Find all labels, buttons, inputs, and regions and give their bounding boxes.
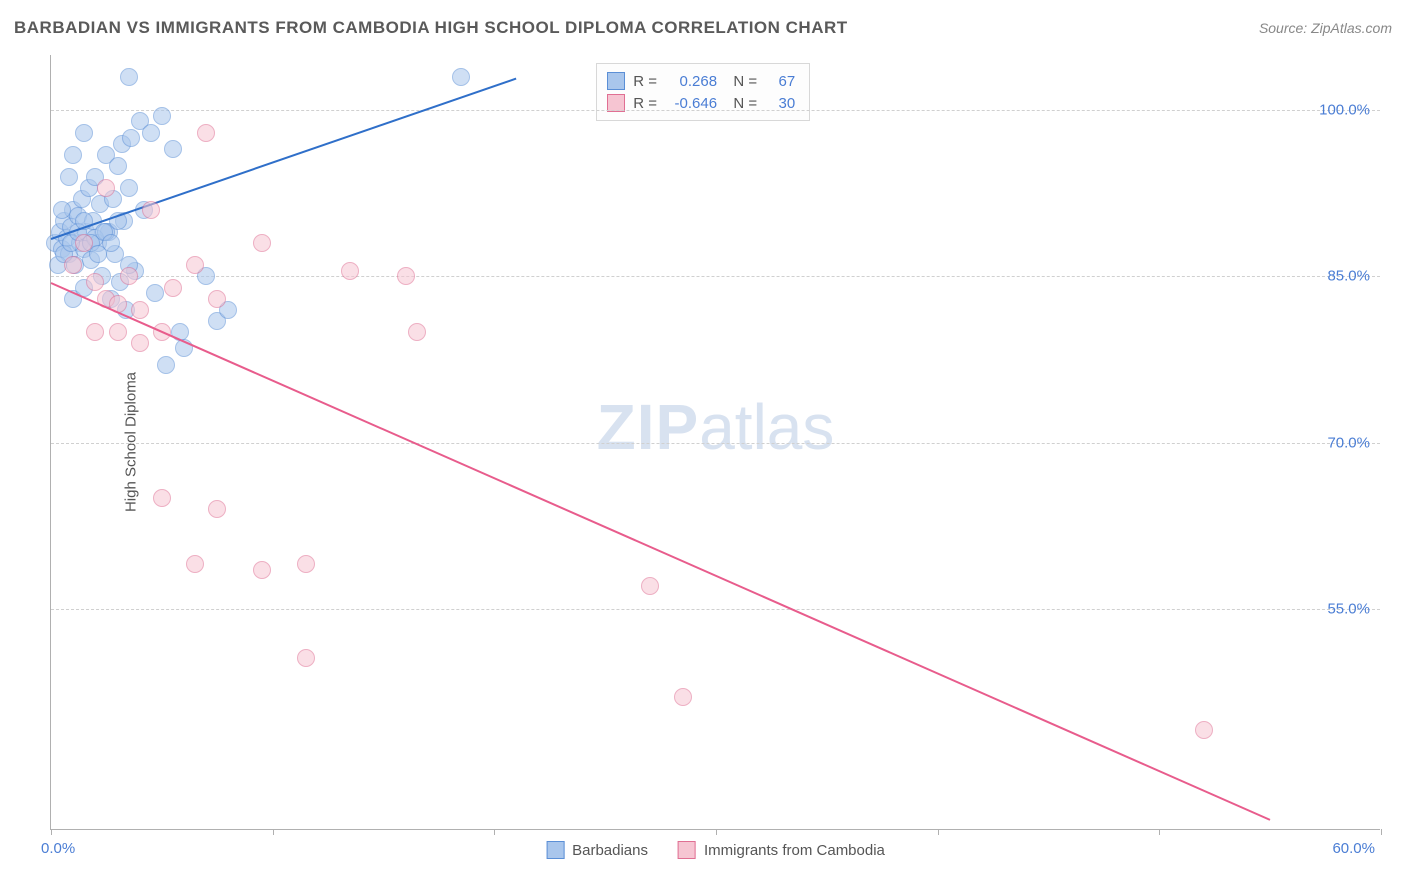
x-tick (51, 829, 52, 835)
data-point (397, 267, 415, 285)
series-legend: Barbadians Immigrants from Cambodia (546, 841, 885, 859)
y-tick-label: 70.0% (1327, 434, 1370, 451)
data-point (641, 577, 659, 595)
legend-series-name: Barbadians (572, 842, 648, 859)
data-point (197, 124, 215, 142)
legend-r-value: 0.268 (665, 73, 717, 90)
x-tick (494, 829, 495, 835)
legend-swatch (678, 841, 696, 859)
data-point (75, 234, 93, 252)
data-point (109, 157, 127, 175)
data-point (86, 273, 104, 291)
data-point (408, 323, 426, 341)
plot-area: High School Diploma ZIPatlas 0.0% 60.0% … (50, 55, 1380, 830)
gridline (51, 110, 1380, 111)
chart-title: BARBADIAN VS IMMIGRANTS FROM CAMBODIA HI… (14, 18, 848, 38)
data-point (75, 124, 93, 142)
x-axis-end-label: 60.0% (1332, 840, 1375, 857)
legend-swatch (546, 841, 564, 859)
data-point (153, 107, 171, 125)
data-point (120, 68, 138, 86)
y-tick-label: 55.0% (1327, 600, 1370, 617)
data-point (109, 323, 127, 341)
data-point (674, 688, 692, 706)
data-point (297, 649, 315, 667)
y-tick-label: 100.0% (1319, 102, 1370, 119)
x-tick (273, 829, 274, 835)
data-point (86, 323, 104, 341)
trend-line (51, 282, 1271, 821)
data-point (186, 555, 204, 573)
data-point (97, 179, 115, 197)
data-point (208, 500, 226, 518)
data-point (142, 124, 160, 142)
data-point (64, 256, 82, 274)
data-point (164, 279, 182, 297)
legend-n-value: 30 (765, 95, 795, 112)
data-point (131, 334, 149, 352)
legend-r-label: R = (633, 73, 657, 90)
legend-n-value: 67 (765, 73, 795, 90)
data-point (120, 267, 138, 285)
x-tick (938, 829, 939, 835)
data-point (122, 129, 140, 147)
data-point (164, 140, 182, 158)
correlation-legend: R = 0.268 N = 67 R = -0.646 N = 30 (596, 63, 810, 121)
x-tick (1381, 829, 1382, 835)
source-attribution: Source: ZipAtlas.com (1259, 20, 1392, 36)
legend-swatch (607, 72, 625, 90)
legend-n-label: N = (725, 73, 757, 90)
legend-n-label: N = (725, 95, 757, 112)
data-point (297, 555, 315, 573)
gridline (51, 609, 1380, 610)
data-point (341, 262, 359, 280)
data-point (186, 256, 204, 274)
x-axis-start-label: 0.0% (41, 840, 75, 857)
data-point (120, 179, 138, 197)
data-point (1195, 721, 1213, 739)
gridline (51, 276, 1380, 277)
data-point (146, 284, 164, 302)
watermark: ZIPatlas (597, 390, 835, 464)
y-tick-label: 85.0% (1327, 268, 1370, 285)
gridline (51, 443, 1380, 444)
legend-swatch (607, 94, 625, 112)
legend-row: R = 0.268 N = 67 (607, 70, 795, 92)
data-point (253, 234, 271, 252)
data-point (208, 290, 226, 308)
data-point (142, 201, 160, 219)
x-tick (1159, 829, 1160, 835)
data-point (131, 301, 149, 319)
data-point (64, 146, 82, 164)
legend-item: Immigrants from Cambodia (678, 841, 885, 859)
data-point (53, 201, 71, 219)
data-point (157, 356, 175, 374)
data-point (452, 68, 470, 86)
legend-series-name: Immigrants from Cambodia (704, 842, 885, 859)
data-point (253, 561, 271, 579)
data-point (102, 234, 120, 252)
data-point (153, 489, 171, 507)
legend-r-label: R = (633, 95, 657, 112)
data-point (60, 168, 78, 186)
legend-r-value: -0.646 (665, 95, 717, 112)
legend-item: Barbadians (546, 841, 648, 859)
x-tick (716, 829, 717, 835)
